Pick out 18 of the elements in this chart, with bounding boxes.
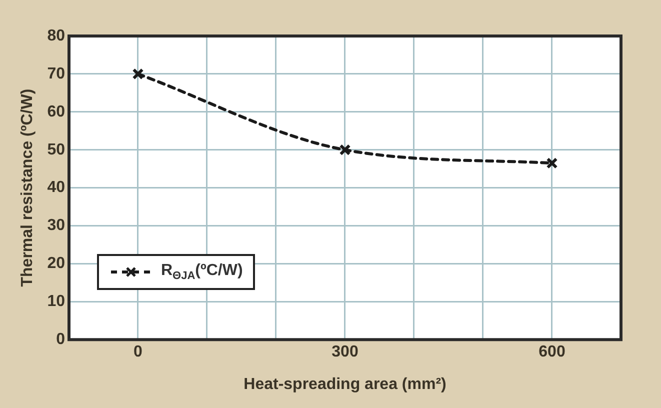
point (132, 68, 144, 80)
x-tick-label: 600 (538, 344, 566, 361)
y-tick-label: 80 (47, 27, 66, 44)
y-axis-title: Thermal resistance (ºC/W) (19, 88, 36, 287)
point (339, 144, 351, 156)
y-tick-label: 20 (47, 255, 66, 272)
y-tick-label: 60 (47, 103, 66, 120)
y-tick-label: 50 (47, 141, 66, 158)
y-tick-label: 30 (47, 217, 66, 234)
legend-label: R$_{ΘJA}$(ºC/W) (160, 262, 243, 282)
x-tick-label: 0 (134, 344, 143, 361)
x-tick-label: 300 (332, 344, 358, 361)
y-tick-label: 0 (56, 331, 66, 348)
y-tick-label: 40 (47, 179, 66, 196)
y-tick-label: 10 (47, 293, 66, 310)
point (546, 157, 558, 169)
x-axis-title: Heat-spreading area (mm²) (244, 376, 446, 393)
y-tick-label: 70 (47, 65, 66, 82)
